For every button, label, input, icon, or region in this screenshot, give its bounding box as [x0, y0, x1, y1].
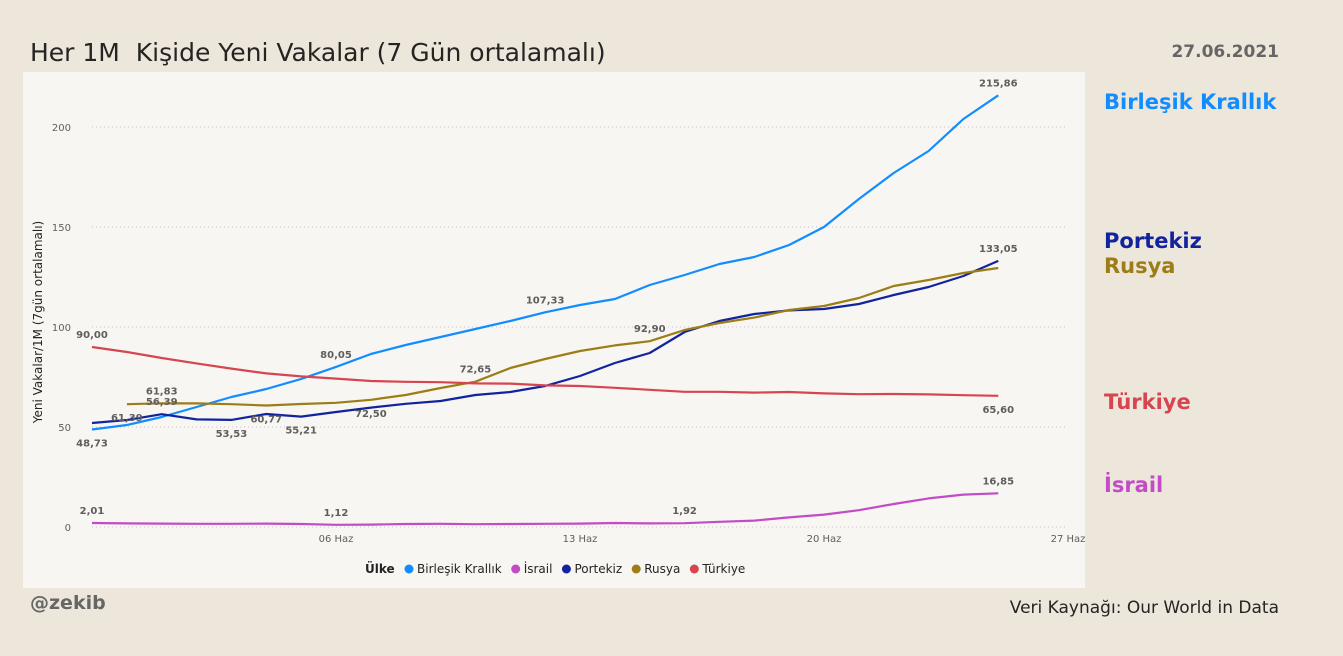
series-line — [91, 94, 999, 431]
data-label: 92,90 — [634, 324, 666, 335]
label-birlesik-krallik: Birleşik Krallık — [1104, 90, 1277, 114]
data-label: 133,05 — [979, 244, 1018, 255]
series-line — [91, 492, 999, 526]
legend-marker — [631, 564, 641, 574]
x-axis-ticks: 06 Haz 13 Haz 20 Haz 27 Haz — [319, 534, 1085, 545]
legend-item: Birleşik Krallık — [417, 562, 502, 576]
series-line — [126, 266, 999, 407]
x-tick-label: 27 Haz — [1051, 534, 1085, 545]
legend-item: İsrail — [524, 561, 553, 576]
y-tick-label: 150 — [52, 223, 71, 234]
data-label: 65,60 — [982, 405, 1014, 416]
data-label: 60,77 — [250, 414, 282, 425]
data-label: 90,00 — [76, 330, 108, 341]
report-date: 27.06.2021 — [1171, 42, 1279, 62]
x-tick-label: 13 Haz — [563, 534, 598, 545]
legend-marker — [404, 564, 414, 574]
data-label: 215,86 — [979, 78, 1018, 89]
legend-title: Ülke — [365, 561, 395, 576]
data-label: 56,39 — [146, 397, 178, 408]
data-label: 72,50 — [355, 409, 387, 420]
legend-item: Türkiye — [701, 562, 745, 576]
author-handle: @zekib — [30, 592, 106, 614]
legend-marker — [561, 564, 571, 574]
x-tick-label: 20 Haz — [807, 534, 842, 545]
data-label: 80,05 — [320, 350, 352, 361]
legend-item: Portekiz — [574, 562, 622, 576]
x-tick-label: 06 Haz — [319, 534, 354, 545]
legend-marker — [511, 564, 521, 574]
data-labels: 48,73 80,05 107,33 215,86 2,01 1,12 1,92 16,85 5… — [76, 78, 1017, 518]
label-israil: İsrail — [1104, 473, 1164, 497]
legend-item: Rusya — [644, 562, 680, 576]
data-label: 61,39 — [111, 413, 143, 424]
legend-marker — [689, 564, 699, 574]
data-label: 48,73 — [76, 439, 108, 450]
legend: Ülke Birleşik Krallık İsrail Portekiz Rusya… — [365, 561, 745, 576]
chart-panel: 0 50 100 150 200 06 Haz 13 Haz 20 Haz 27 Haz 48… — [23, 72, 1085, 588]
data-label: 107,33 — [526, 295, 565, 306]
y-axis-ticks: 0 50 100 150 200 — [52, 123, 71, 534]
data-label: 55,21 — [285, 426, 317, 437]
y-tick-label: 0 — [65, 523, 71, 534]
data-label: 16,85 — [982, 476, 1014, 487]
data-label: 1,92 — [672, 506, 697, 517]
y-tick-label: 50 — [58, 423, 71, 434]
series-line — [91, 345, 999, 397]
data-label: 72,65 — [460, 365, 492, 376]
gridlines — [92, 126, 1068, 528]
y-tick-label: 100 — [52, 323, 71, 334]
label-rusya: Rusya — [1104, 254, 1176, 278]
label-turkiye: Türkiye — [1104, 390, 1191, 414]
label-portekiz: Portekiz — [1104, 229, 1202, 253]
series-lines — [91, 94, 999, 526]
data-label: 61,83 — [146, 386, 178, 397]
data-label: 2,01 — [80, 506, 105, 517]
data-label: 1,12 — [324, 508, 349, 519]
y-tick-label: 200 — [52, 123, 71, 134]
chart-title: Her 1M Kişide Yeni Vakalar (7 Gün ortala… — [30, 38, 606, 67]
y-axis-title: Yeni Vakalar/1M (7gün ortalamalı) — [31, 221, 45, 424]
line-chart: 0 50 100 150 200 06 Haz 13 Haz 20 Haz 27 Haz 48… — [31, 78, 1085, 576]
data-label: 53,53 — [216, 429, 248, 440]
data-source: Veri Kaynağı: Our World in Data — [1009, 598, 1279, 618]
